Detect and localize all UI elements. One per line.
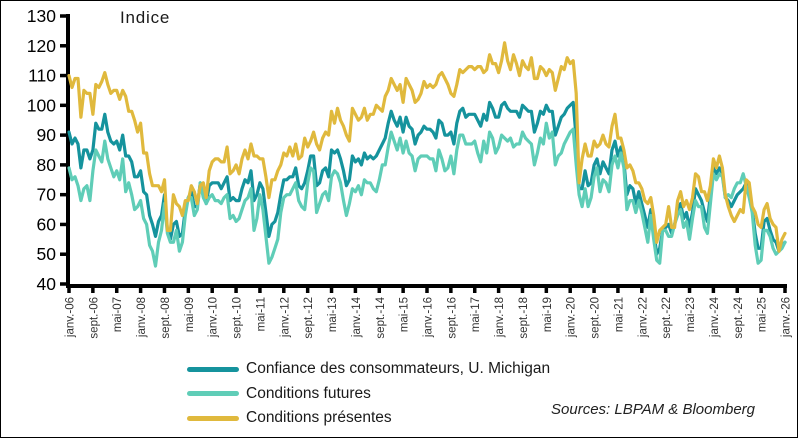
x-axis-label: janv.-14 — [351, 296, 363, 338]
x-axis-label: janv.-24 — [709, 296, 721, 338]
series-line-2 — [67, 41, 787, 253]
y-axis-label: 40 — [37, 274, 57, 294]
y-axis-label: 130 — [27, 6, 56, 26]
x-axis-label: sept.-06 — [88, 297, 100, 339]
y-axis-label: 110 — [28, 66, 56, 86]
x-axis-label: mai-25 — [757, 297, 769, 332]
legend: Confiance des consommateurs, U. Michigan… — [187, 357, 550, 431]
legend-line-swatch-confiance — [187, 366, 239, 372]
x-axis-label: sept.-24 — [733, 296, 745, 338]
x-axis-label: mai-15 — [399, 297, 411, 332]
x-axis-label: sept.-16 — [446, 297, 458, 339]
x-axis-label: janv.-22 — [637, 297, 649, 338]
x-axis-label: janv.-08 — [136, 297, 148, 338]
x-axis-label: mai-23 — [685, 297, 697, 332]
x-axis-label: mai-07 — [112, 297, 124, 332]
x-axis-label: janv.-20 — [566, 297, 578, 338]
x-axis-label: mai-13 — [327, 297, 339, 332]
series-line-1 — [67, 121, 787, 268]
legend-line-swatch-futures — [187, 391, 239, 397]
x-axis-label: sept.-14 — [375, 296, 387, 338]
x-axis-label: sept.-12 — [303, 297, 315, 339]
legend-label: Conditions futures — [246, 384, 371, 402]
x-axis-label: janv.-10 — [208, 297, 220, 338]
x-axis-label: mai-19 — [542, 297, 554, 332]
x-axis-label: sept.-22 — [661, 297, 673, 339]
x-axis-label: janv.-16 — [423, 297, 435, 338]
legend-label: Conditions présentes — [246, 409, 392, 427]
x-axis-label: mai-21 — [613, 297, 625, 332]
y-axis-label: 70 — [37, 185, 57, 205]
x-axis-label: mai-11 — [255, 297, 267, 331]
legend-item: Confiance des consommateurs, U. Michigan — [187, 357, 550, 382]
x-axis-label: sept.-20 — [590, 297, 602, 339]
legend-item: Conditions présentes — [187, 406, 550, 431]
x-axis-label: mai-17 — [470, 297, 482, 332]
source-note: Sources: LBPAM & Bloomberg — [551, 401, 755, 418]
y-axis-label: 80 — [37, 155, 57, 175]
x-axis-label: janv.-18 — [494, 297, 506, 338]
legend-label: Confiance des consommateurs, U. Michigan — [246, 360, 551, 378]
x-axis-label: janv.-12 — [279, 297, 291, 338]
x-axis-label: sept.-10 — [232, 297, 244, 339]
y-axis-label: 120 — [27, 36, 56, 56]
y-axis-label: 60 — [37, 214, 57, 234]
y-axis-label: 50 — [37, 244, 57, 264]
x-axis-label: janv.-06 — [65, 297, 77, 338]
legend-item: Conditions futures — [187, 382, 550, 407]
x-axis-label: janv.-26 — [781, 297, 793, 338]
y-axis-label: 90 — [37, 125, 57, 145]
chart-title: Indice — [120, 8, 171, 27]
x-axis-label: mai-09 — [184, 297, 196, 332]
x-axis-label: sept.-08 — [160, 297, 172, 339]
y-axis-label: 100 — [27, 95, 56, 115]
legend-line-swatch-presentes — [187, 415, 239, 421]
x-axis-label: sept.-18 — [518, 297, 530, 339]
